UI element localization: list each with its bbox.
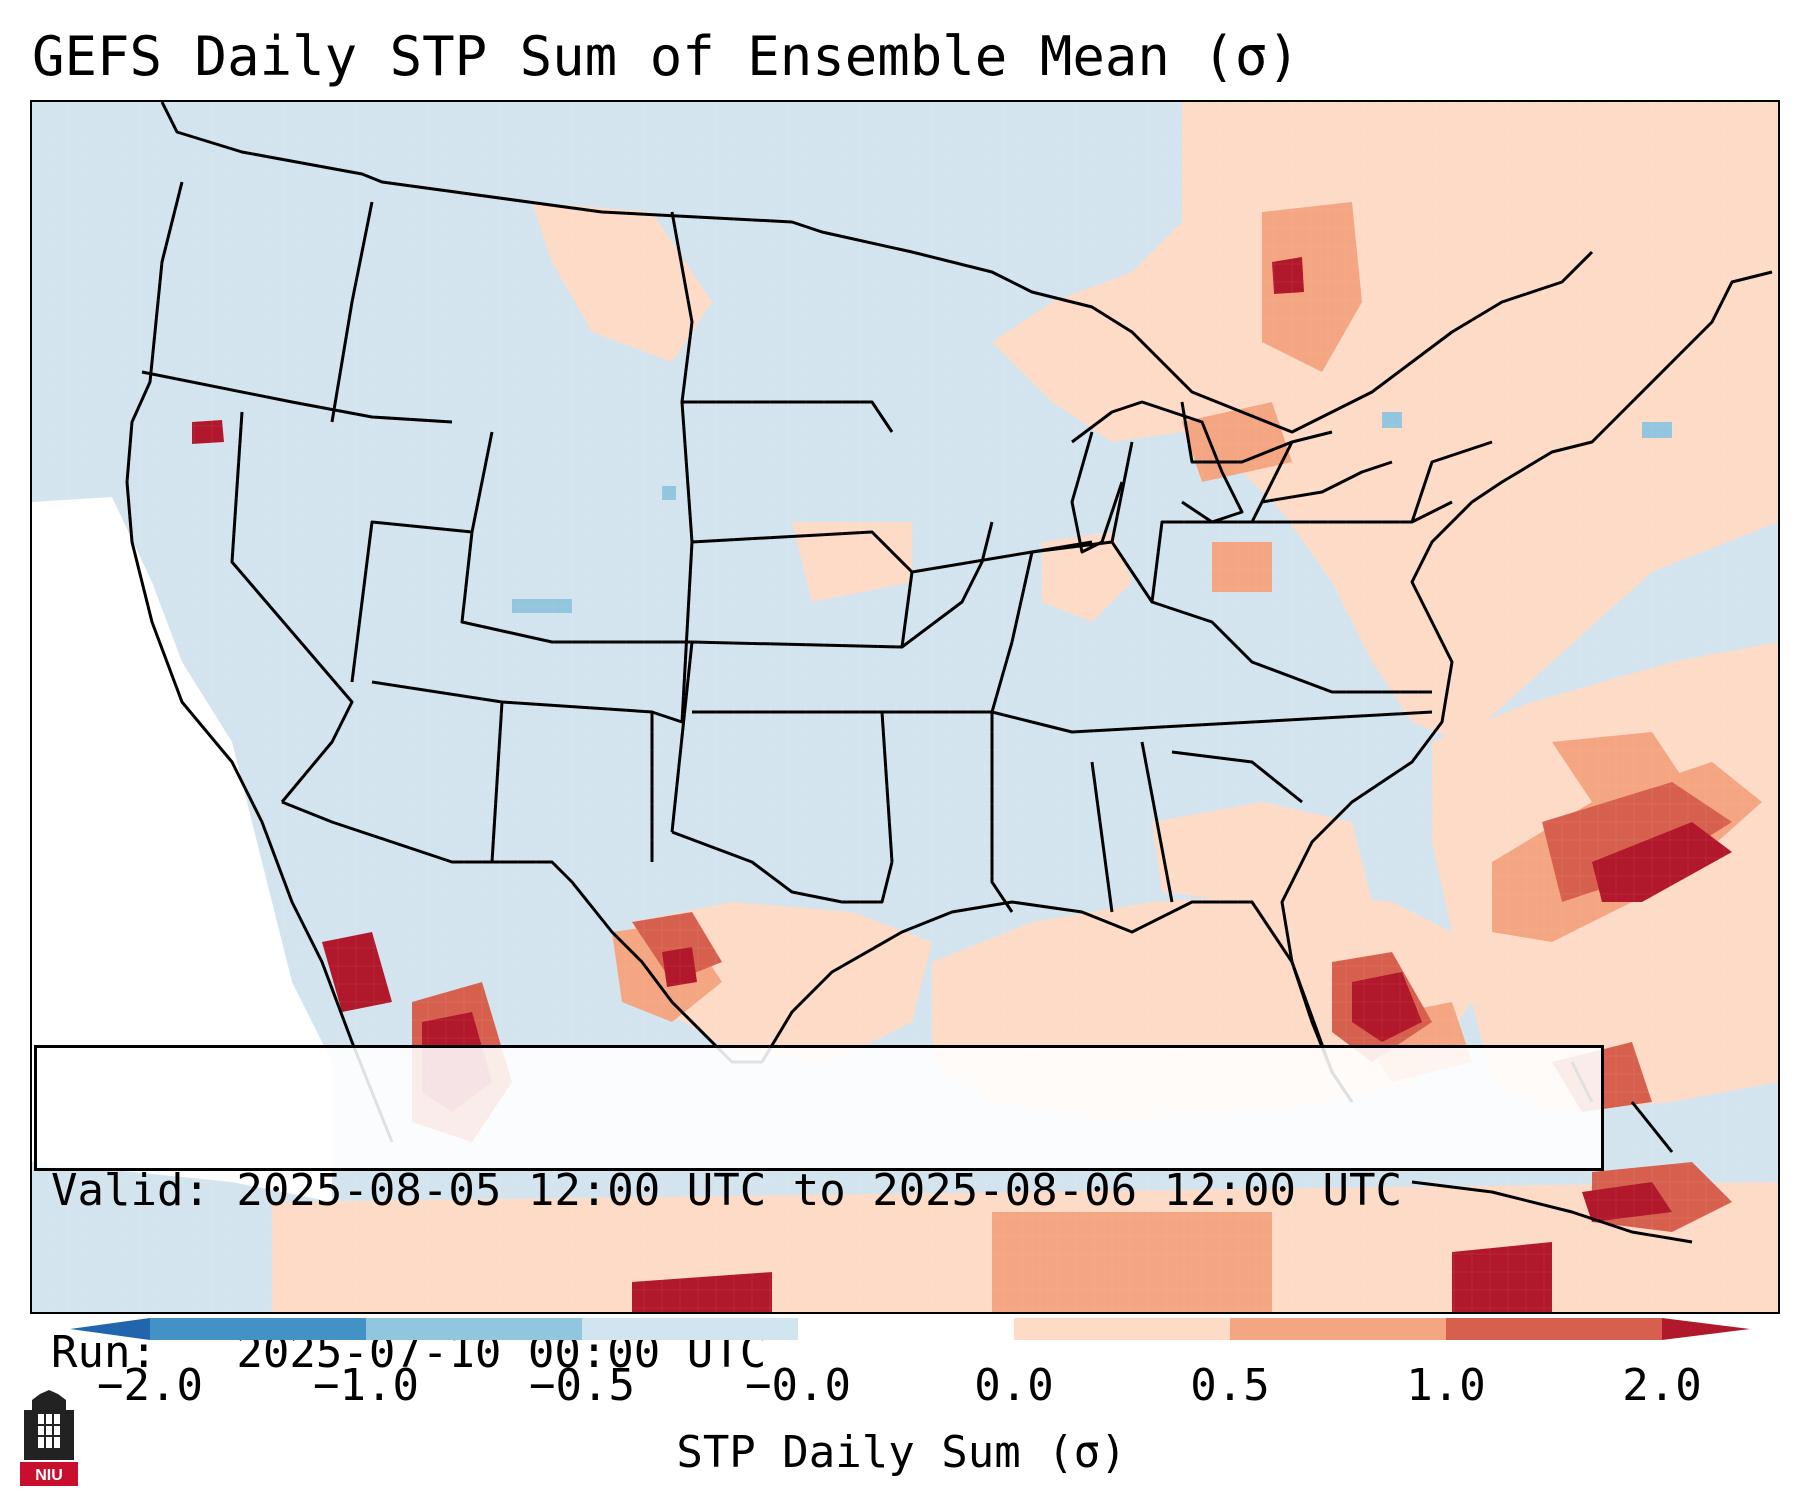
colorbar-label: STP Daily Sum (σ) bbox=[676, 1427, 1127, 1478]
colorbar-tick-label: 1.0 bbox=[1406, 1360, 1486, 1411]
colorbar-tick-label: −2.0 bbox=[97, 1360, 203, 1411]
niu-logo-text: NIU bbox=[35, 1467, 63, 1484]
colorbar-over-arrow bbox=[1662, 1318, 1750, 1340]
niu-logo-window-bars bbox=[38, 1414, 60, 1448]
niu-logo-banner bbox=[20, 1462, 78, 1486]
colorbar-bin bbox=[1230, 1318, 1446, 1340]
colorbar-tick-label: 0.0 bbox=[974, 1360, 1054, 1411]
niu-logo: NIU bbox=[20, 1390, 78, 1486]
colorbar-bin bbox=[582, 1318, 798, 1340]
colorbar-bin bbox=[798, 1318, 1014, 1340]
colorbar-bin bbox=[1446, 1318, 1662, 1340]
map-title: GEFS Daily STP Sum of Ensemble Mean (σ) bbox=[32, 25, 1300, 88]
colorbar-under-arrow bbox=[70, 1318, 150, 1340]
colorbar-tick-label: −0.5 bbox=[529, 1360, 635, 1411]
colorbar-tick-label: 0.5 bbox=[1190, 1360, 1270, 1411]
colorbar-bin bbox=[366, 1318, 582, 1340]
colorbar-bin bbox=[150, 1318, 366, 1340]
niu-logo-window bbox=[38, 1414, 60, 1448]
colorbar bbox=[70, 1318, 1750, 1340]
colorbar-tick-label: −1.0 bbox=[313, 1360, 419, 1411]
colorbar-tick-label: 2.0 bbox=[1622, 1360, 1702, 1411]
valid-run-info-box: Valid: 2025-08-05 12:00 UTC to 2025-08-0… bbox=[34, 1045, 1604, 1378]
colorbar-tick-label: −0.0 bbox=[745, 1360, 851, 1411]
colorbar-bin bbox=[1014, 1318, 1230, 1340]
map-panel bbox=[30, 100, 1780, 1314]
valid-time-text: Valid: 2025-08-05 12:00 UTC to 2025-08-0… bbox=[51, 1165, 1403, 1216]
